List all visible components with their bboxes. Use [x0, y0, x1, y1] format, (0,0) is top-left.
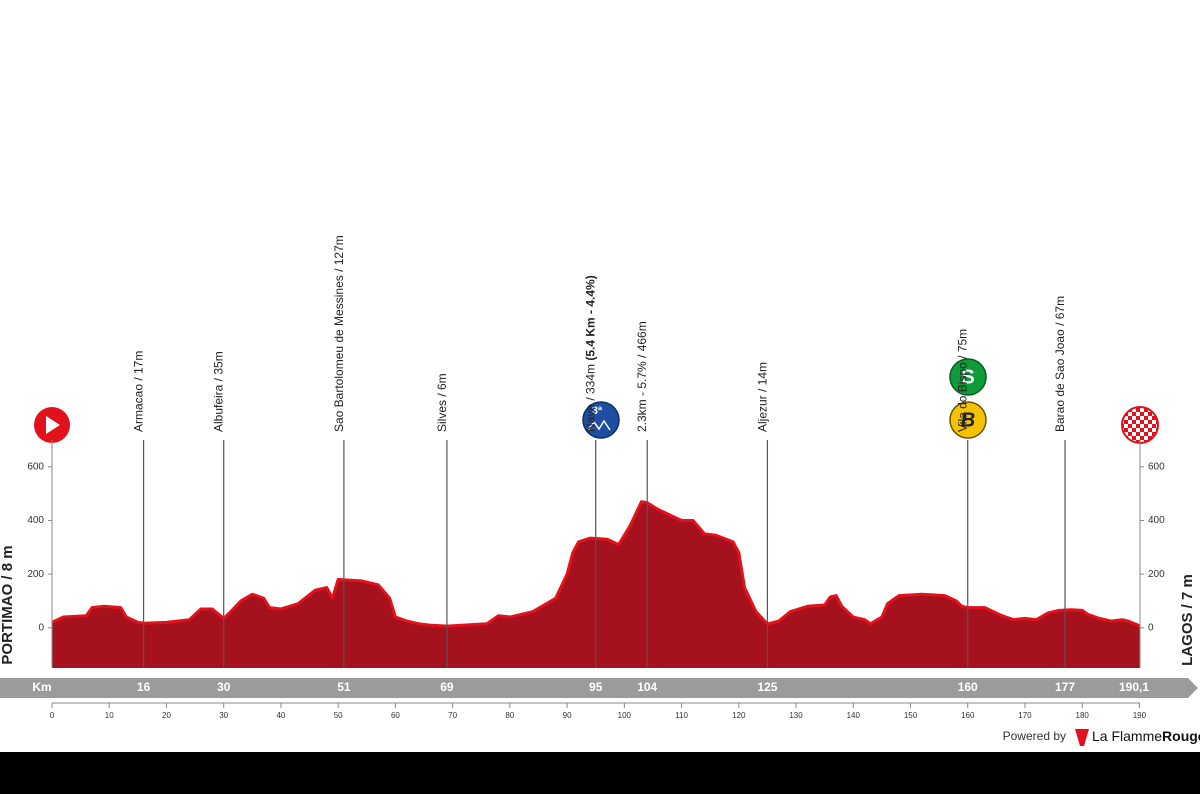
powered-by: Powered by — [1003, 729, 1066, 743]
y-tick-label: 0 — [1148, 622, 1154, 633]
x-tick-label: 0 — [50, 711, 55, 720]
x-tick-label: 50 — [334, 711, 343, 720]
x-tick-label: 30 — [219, 711, 228, 720]
finish-label: LAGOS / 7 m — [1179, 574, 1196, 666]
km-bar — [0, 678, 1198, 698]
waypoint-name: Vila do Bispo / 75m — [956, 329, 970, 432]
waypoint-name: Armacao / 17m — [132, 351, 146, 432]
finish-icon — [1121, 406, 1159, 444]
x-tick-label: 130 — [789, 711, 803, 720]
y-tick-label: 600 — [1148, 461, 1165, 472]
sprint-icon: S — [949, 358, 987, 396]
km-marker: 95 — [589, 680, 603, 694]
profile-ridge — [51, 500, 1141, 628]
km-marker: 177 — [1055, 680, 1075, 694]
y-tick-label: 200 — [27, 569, 44, 580]
y-tick-label: 0 — [38, 622, 44, 633]
waypoint-name: Albufeira / 35m — [212, 351, 226, 432]
waypoint-name: 2.3km - 5.7% / 466m — [635, 321, 649, 432]
km-marker: 104 — [637, 680, 657, 694]
km-marker: 16 — [137, 680, 151, 694]
waypoint-label: Vila do Bispo / 75m — [956, 329, 970, 432]
waypoint-label: Nave / 334m (5.4 Km - 4.4%) — [584, 275, 598, 432]
x-tick-label: 90 — [563, 711, 572, 720]
x-tick-label: 20 — [162, 711, 171, 720]
x-tick-label: 120 — [732, 711, 746, 720]
km-marker: 160 — [958, 680, 978, 694]
climb-icon: 3ª — [582, 401, 620, 439]
waypoint-label: Albufeira / 35m — [212, 351, 226, 432]
waypoint-name: Sao Bartolomeu de Messines / 127m — [332, 235, 346, 432]
x-tick-label: 190 — [1133, 711, 1147, 720]
logo — [1075, 729, 1089, 746]
start-label: PORTIMAO / 8 m — [0, 545, 16, 664]
km-label: Km — [32, 680, 51, 694]
km-marker: 30 — [217, 680, 231, 694]
start-icon — [34, 407, 70, 443]
x-tick-label: 40 — [276, 711, 285, 720]
waypoint-name: Barao de Sao Joao / 67m — [1053, 296, 1067, 432]
x-tick-label: 140 — [847, 711, 861, 720]
y-tick-label: 600 — [27, 461, 44, 472]
km-marker: 190,1 — [1119, 680, 1149, 694]
km-marker: 51 — [337, 680, 351, 694]
brand-a: La Flamme — [1092, 728, 1162, 744]
waypoint-label: Aljezur / 14m — [756, 362, 770, 432]
waypoint-name: Aljezur / 14m — [756, 362, 770, 432]
x-tick-label: 100 — [618, 711, 632, 720]
y-tick-label: 400 — [1148, 515, 1165, 526]
waypoint-label: Barao de Sao Joao / 67m — [1053, 296, 1067, 432]
x-tick-label: 70 — [448, 711, 457, 720]
waypoint-name: Silves / 6m — [435, 373, 449, 432]
waypoint-label: Sao Bartolomeu de Messines / 127m — [332, 235, 346, 432]
km-marker: 125 — [757, 680, 777, 694]
x-tick-label: 80 — [505, 711, 514, 720]
x-tick-label: 150 — [904, 711, 918, 720]
sprint-badge: S — [961, 366, 974, 388]
waypoint-note: (5.4 Km - 4.4%) — [584, 275, 598, 360]
bonus-icon: B — [949, 401, 987, 439]
climb-badge: 3ª — [592, 405, 603, 417]
brand-b: Rouge — [1162, 728, 1200, 744]
waypoint-label: 2.3km - 5.7% / 466m — [635, 321, 649, 432]
bonus-badge: B — [961, 409, 975, 431]
x-tick-label: 60 — [391, 711, 400, 720]
brand: La FlammeRouge — [1092, 728, 1200, 744]
bottom-band — [0, 752, 1200, 794]
y-tick-label: 200 — [1148, 569, 1165, 580]
x-tick-label: 170 — [1018, 711, 1032, 720]
waypoint-name: Nave / 334m — [584, 361, 598, 432]
y-tick-label: 400 — [27, 515, 44, 526]
x-tick-label: 180 — [1076, 711, 1090, 720]
x-tick-label: 110 — [675, 711, 688, 720]
x-tick-label: 10 — [105, 711, 114, 720]
km-marker: 69 — [440, 680, 454, 694]
waypoint-label: Silves / 6m — [435, 373, 449, 432]
waypoint-label: Armacao / 17m — [132, 351, 146, 432]
x-tick-label: 160 — [961, 711, 975, 720]
